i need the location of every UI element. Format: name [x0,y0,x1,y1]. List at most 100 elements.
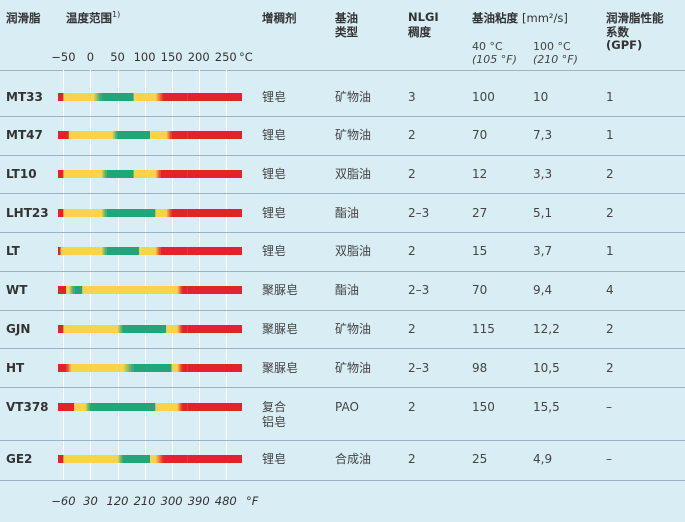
fahrenheit-tick-label: 30 [83,494,98,508]
temp-band-y2r [155,93,164,101]
temp-band-yellow [150,455,156,463]
temp-band-y2r [177,364,183,372]
temp-band-red [187,403,242,411]
row-nlgi: 2–3 [408,283,430,297]
row-base-oil: 矿物油 [335,322,372,336]
temp-band-red [58,131,69,139]
header-thickener: 增稠剂 [262,11,297,25]
celsius-tick-label: 200 [187,50,210,64]
temp-band-y2g [101,209,107,217]
row-name: WT [6,283,28,297]
row-visc-100: 3,3 [533,167,553,181]
row-thickener: 复合 [262,400,287,414]
temp-band-y2g [117,455,123,463]
temp-band-red [187,93,242,101]
temp-band-y2r [177,325,183,333]
row-rule [0,193,685,194]
row-nlgi: 2–3 [408,361,430,375]
temp-band-yellow [82,286,178,294]
temp-band-red [182,325,188,333]
scale-gridline [199,70,200,480]
row-visc-40: 70 [472,128,488,142]
temp-band-y2g [112,131,118,139]
row-thickener: 锂皂 [262,244,287,258]
header-base-oil-type-2: 类型 [335,25,358,39]
row-visc-40: 27 [472,206,488,220]
row-rule [0,116,685,117]
fahrenheit-tick-label: −60 [51,494,76,508]
temp-band-yellow [63,325,118,333]
temp-band-green [101,93,134,101]
row-rule [0,348,685,349]
row-nlgi: 2 [408,452,416,466]
temp-band-red [58,93,64,101]
row-base-oil: 合成油 [335,452,372,466]
row-gpf: 2 [606,361,614,375]
temp-band-red [58,170,64,178]
temp-band-yellow [155,209,167,217]
temp-band-red [182,286,188,294]
temp-band-green [122,325,167,333]
row-gpf: 2 [606,206,614,220]
temp-band-yellow [150,131,167,139]
row-gpf: 2 [606,322,614,336]
temp-band-yellow [63,93,94,101]
temp-band-red [58,286,67,294]
temp-band-yellow [74,403,86,411]
row-nlgi: 2 [408,128,416,142]
temp-band-y2g [101,247,107,255]
row-nlgi: 2 [408,244,416,258]
row-thickener: 锂皂 [262,452,287,466]
row-rule [0,387,685,388]
row-gpf: – [606,452,612,466]
row-name: VT378 [6,400,49,414]
row-nlgi: 2 [408,400,416,414]
row-visc-100: 12,2 [533,322,560,336]
temp-band-green [122,455,150,463]
fahrenheit-tick-label: 120 [106,494,129,508]
fahrenheit-tick-label: 300 [160,494,183,508]
row-visc-100: 10,5 [533,361,560,375]
temp-band-y2g [85,403,91,411]
scale-gridline [118,70,119,480]
temp-band-red [58,455,64,463]
row-gpf: 1 [606,90,614,104]
header-gpf-1: 润滑脂性能 [606,11,664,25]
header-nlgi-1: NLGI [408,10,439,24]
row-name: HT [6,361,25,375]
header-temp-range-label: 温度范围 [66,11,112,25]
temp-band-red [187,364,242,372]
fahrenheit-tick-label: 390 [187,494,210,508]
row-thickener: 锂皂 [262,206,287,220]
temp-band-red [58,403,75,411]
celsius-unit: °C [239,50,253,64]
temp-band-green [106,247,140,255]
row-rule [0,271,685,272]
row-nlgi: 2 [408,167,416,181]
temp-band-red [182,403,188,411]
row-base-oil: 矿物油 [335,90,372,104]
celsius-tick-label: 100 [133,50,156,64]
header-temp-range: 温度范围1) [66,10,120,26]
header-grease: 润滑脂 [6,11,41,25]
scale-gridline [63,70,64,480]
temp-band-green [106,209,156,217]
header-visc-40: 40 °C [472,40,503,53]
temp-band-red [58,325,64,333]
row-base-oil: 双脂油 [335,167,372,181]
temp-band-red [187,131,242,139]
row-base-oil: PAO [335,400,359,414]
temp-band-y2g [68,286,75,294]
temp-band-red [187,325,242,333]
temp-band-green [106,170,134,178]
header-visc-40-f: (105 °F) [472,53,517,66]
celsius-tick-label: 250 [214,50,237,64]
temp-band-red [160,170,188,178]
scale-gridline [226,70,227,480]
row-gpf: – [606,400,612,414]
temp-band-yellow [63,455,118,463]
temp-band-red [58,364,67,372]
row-name: GE2 [6,452,33,466]
row-visc-100: 9,4 [533,283,553,297]
temp-band-red [182,364,188,372]
